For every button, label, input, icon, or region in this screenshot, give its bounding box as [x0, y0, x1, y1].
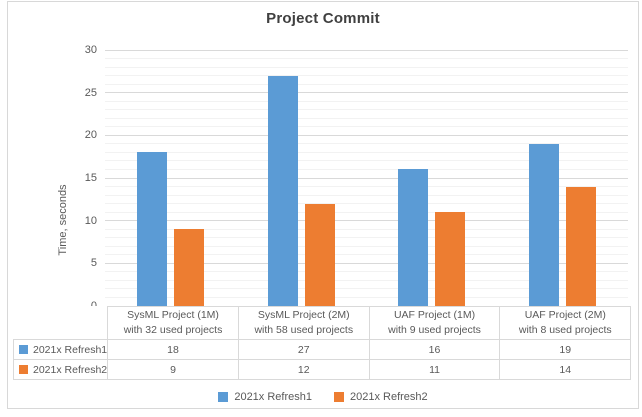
legend-item-2: 2021x Refresh2 [334, 391, 428, 403]
major-gridline [105, 92, 628, 94]
major-gridline [105, 177, 628, 179]
minor-gridline [105, 271, 628, 273]
bar-series1-cat1 [136, 152, 167, 306]
category-header-4: UAF Project (2M) with 8 used projects [499, 306, 632, 340]
legend-label: 2021x Refresh1 [234, 391, 312, 403]
table-value-s1-c3: 16 [368, 339, 501, 360]
table-value-s2-c2: 12 [237, 359, 370, 380]
bar-series2-cat3 [435, 212, 466, 306]
minor-gridline [105, 237, 628, 239]
major-gridline [105, 220, 628, 222]
table-value-s1-c1: 18 [107, 339, 239, 360]
major-gridline [105, 134, 628, 136]
minor-gridline [105, 83, 628, 85]
minor-gridline [105, 66, 628, 68]
bar-group-4 [497, 50, 628, 306]
y-tick-label: 20 [84, 129, 97, 142]
bar-series1-cat3 [398, 169, 429, 306]
minor-gridline [105, 194, 628, 196]
bar-series1-cat2 [267, 75, 298, 306]
chart-title: Project Commit [266, 10, 380, 27]
bar-group-2 [236, 50, 367, 306]
major-gridline [105, 49, 628, 51]
bar-series2-cat4 [566, 186, 597, 306]
table-value-s2-c4: 14 [499, 359, 632, 380]
series-key-icon [19, 364, 28, 374]
plot-area [105, 49, 628, 306]
bar-group-1 [105, 50, 236, 306]
category-header-2: SysML Project (2M) with 58 used projects [237, 306, 370, 340]
bar-series2-cat1 [173, 229, 204, 306]
y-tick-label: 10 [84, 214, 97, 227]
minor-gridline [105, 228, 628, 230]
minor-gridline [105, 245, 628, 247]
y-tick-label: 5 [90, 257, 97, 270]
minor-gridline [105, 58, 628, 60]
y-tick-label: 30 [84, 44, 97, 56]
minor-gridline [105, 143, 628, 145]
legend-label: 2021x Refresh2 [350, 391, 428, 403]
category-header-3: UAF Project (1M) with 9 used projects [368, 306, 501, 340]
minor-gridline [105, 254, 628, 256]
minor-gridline [105, 211, 628, 213]
bar-series2-cat2 [304, 203, 335, 306]
minor-gridline [105, 186, 628, 188]
minor-gridline [105, 288, 628, 290]
minor-gridline [105, 100, 628, 102]
series-row-header-1: 2021x Refresh1 [12, 339, 109, 360]
table-value-s1-c2: 27 [237, 339, 370, 360]
minor-gridline [105, 75, 628, 77]
table-corner-cell [14, 307, 108, 340]
legend: 2021x Refresh1 2021x Refresh2 [7, 387, 639, 407]
table-value-s2-c1: 9 [107, 359, 239, 380]
y-tick-label: 25 [84, 86, 97, 99]
minor-gridline [105, 160, 628, 162]
series-key-icon [19, 344, 28, 354]
legend-key-icon [218, 392, 229, 402]
table-value-s1-c4: 19 [499, 339, 632, 360]
minor-gridline [105, 126, 628, 128]
minor-gridline [105, 151, 628, 153]
minor-gridline [105, 279, 628, 281]
y-tick-label: 15 [84, 172, 97, 184]
minor-gridline [105, 109, 628, 111]
bar-group-3 [367, 50, 498, 306]
minor-gridline [105, 117, 628, 119]
minor-gridline [105, 203, 628, 205]
legend-item-1: 2021x Refresh1 [218, 391, 312, 403]
major-gridline [105, 262, 628, 264]
minor-gridline [105, 296, 628, 298]
data-table: SysML Project (1M) with 32 used projects… [12, 306, 632, 380]
series-row-header-2: 2021x Refresh2 [12, 359, 109, 380]
minor-gridline [105, 168, 628, 170]
legend-key-icon [334, 392, 344, 402]
table-value-s2-c3: 11 [368, 359, 501, 380]
bar-series1-cat4 [529, 143, 560, 306]
category-header-1: SysML Project (1M) with 32 used projects [107, 306, 239, 340]
